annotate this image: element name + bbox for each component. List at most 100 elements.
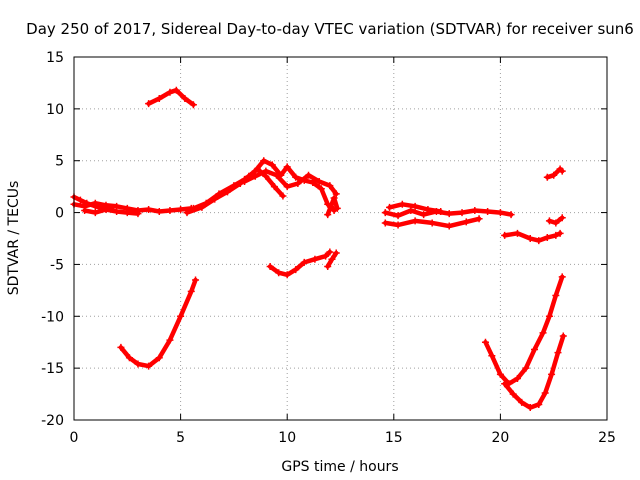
data-point: [407, 206, 415, 214]
y-tick-label: -15: [41, 361, 64, 377]
data-point: [76, 196, 84, 204]
data-point: [411, 217, 419, 225]
data-point: [155, 354, 163, 362]
data-point: [189, 204, 197, 212]
data-point: [266, 263, 274, 271]
data-point: [145, 205, 153, 213]
data-point: [305, 171, 313, 179]
data-point: [283, 271, 291, 279]
x-tick-label: 10: [278, 430, 296, 446]
data-point: [535, 400, 543, 408]
data-point: [315, 177, 323, 185]
x-tick-label: 0: [70, 430, 79, 446]
x-tick-label: 20: [491, 430, 509, 446]
data-point: [332, 249, 340, 257]
data-point: [102, 205, 110, 213]
data-point: [166, 336, 174, 344]
data-point: [294, 180, 302, 188]
data-point: [488, 352, 496, 360]
data-point: [181, 94, 189, 102]
data-point: [241, 177, 249, 185]
data-point: [543, 233, 551, 241]
data-point: [496, 209, 504, 217]
data-point: [273, 171, 281, 179]
data-point: [270, 183, 278, 191]
data-point: [513, 375, 521, 383]
data-point: [326, 248, 334, 256]
y-axis-label: SDTVAR / TECUs: [6, 181, 22, 296]
chart-title: Day 250 of 2017, Sidereal Day-to-day VTE…: [26, 20, 634, 38]
data-point: [484, 208, 492, 216]
data-point: [501, 231, 509, 239]
data-point: [324, 211, 332, 219]
data-point: [134, 360, 142, 368]
data-point: [462, 218, 470, 226]
data-point: [113, 208, 121, 216]
data-point: [522, 364, 530, 372]
plot-frame: [73, 56, 608, 421]
data-series-arc-7: [191, 158, 337, 213]
data-point: [183, 209, 191, 217]
data-point: [507, 211, 515, 219]
data-series-arc-15: [502, 231, 563, 243]
data-series: [70, 86, 567, 412]
data-point: [333, 204, 341, 212]
data-point: [552, 219, 560, 227]
data-point: [424, 205, 432, 213]
data-point: [202, 199, 210, 207]
data-point: [91, 209, 99, 217]
data-point: [324, 263, 332, 271]
data-point: [501, 380, 509, 388]
data-point: [187, 287, 195, 295]
data-point: [283, 163, 291, 171]
data-point: [559, 332, 567, 340]
data-point: [332, 190, 340, 198]
data-point: [292, 173, 300, 181]
data-point: [545, 217, 553, 225]
data-point: [166, 206, 174, 214]
data-point: [445, 210, 453, 218]
data-point: [545, 312, 553, 320]
data-point: [192, 276, 200, 284]
data-point: [145, 362, 153, 370]
data-point: [251, 172, 259, 180]
data-point: [556, 229, 564, 237]
grid-lines: [74, 57, 607, 420]
data-point: [123, 209, 131, 217]
data-point: [471, 206, 479, 214]
x-tick-label: 5: [176, 430, 185, 446]
data-point: [328, 255, 336, 263]
data-point: [526, 404, 534, 412]
data-point: [437, 208, 445, 216]
data-point: [552, 231, 560, 239]
data-point: [535, 237, 543, 245]
data-point: [509, 390, 517, 398]
data-point: [322, 252, 330, 260]
data-series-arc-5: [118, 277, 198, 369]
x-axis-label: GPS time / hours: [281, 459, 398, 475]
data-point: [125, 354, 133, 362]
data-point: [145, 100, 153, 108]
data-point: [531, 345, 539, 353]
data-point: [311, 255, 319, 263]
data-point: [552, 292, 560, 300]
data-point: [262, 167, 270, 175]
y-tick-label: -5: [50, 257, 64, 273]
data-point: [481, 338, 489, 346]
data-point: [558, 273, 566, 281]
y-tick-label: 10: [46, 102, 64, 118]
data-point: [475, 215, 483, 223]
data-point: [428, 219, 436, 227]
data-point: [292, 266, 300, 274]
data-point: [445, 222, 453, 230]
data-series-arc-8: [242, 168, 339, 197]
y-tick-label: -10: [41, 309, 64, 325]
data-point: [539, 329, 547, 337]
data-point: [550, 171, 558, 179]
data-point: [554, 349, 562, 357]
data-point: [518, 398, 526, 406]
data-point: [117, 343, 125, 351]
data-point: [268, 161, 276, 169]
x-tick-label: 15: [385, 430, 403, 446]
data-point: [177, 205, 185, 213]
